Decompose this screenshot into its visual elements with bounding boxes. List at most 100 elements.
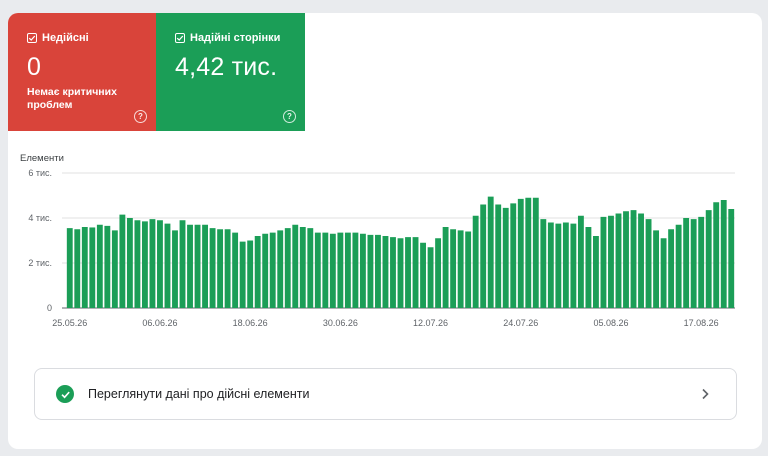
bar[interactable]: [202, 224, 208, 308]
invalid-tile[interactable]: Недійсні 0 Немає критичних проблем ?: [8, 13, 156, 131]
bar[interactable]: [96, 224, 103, 308]
bar[interactable]: [427, 247, 434, 308]
bar[interactable]: [705, 210, 712, 308]
help-icon[interactable]: ?: [134, 110, 147, 123]
bar[interactable]: [645, 219, 652, 308]
bar[interactable]: [593, 236, 599, 308]
bar[interactable]: [653, 230, 660, 308]
bar[interactable]: [179, 220, 186, 308]
bar[interactable]: [502, 207, 509, 308]
bar[interactable]: [683, 218, 690, 308]
bar[interactable]: [608, 215, 614, 308]
bar[interactable]: [239, 241, 246, 308]
bar[interactable]: [713, 202, 720, 308]
bar[interactable]: [630, 210, 637, 308]
bar[interactable]: [547, 222, 554, 309]
bar[interactable]: [457, 230, 464, 308]
bar[interactable]: [344, 232, 351, 308]
bar[interactable]: [487, 196, 494, 308]
bar[interactable]: [164, 223, 171, 308]
bar[interactable]: [668, 229, 675, 308]
bar[interactable]: [450, 229, 457, 308]
bar[interactable]: [623, 211, 629, 308]
bar[interactable]: [74, 229, 81, 308]
bar[interactable]: [359, 233, 366, 308]
bar[interactable]: [728, 209, 735, 308]
bar[interactable]: [525, 197, 532, 308]
bar[interactable]: [660, 238, 667, 308]
bar[interactable]: [307, 228, 314, 308]
bar[interactable]: [690, 219, 697, 308]
bar[interactable]: [472, 215, 479, 308]
bar[interactable]: [510, 203, 517, 308]
bar[interactable]: [352, 232, 359, 308]
bar[interactable]: [277, 230, 284, 308]
bar[interactable]: [435, 238, 442, 308]
bar[interactable]: [495, 204, 502, 309]
bar[interactable]: [570, 223, 577, 308]
bar[interactable]: [126, 218, 133, 308]
bar[interactable]: [517, 198, 524, 308]
bar[interactable]: [66, 228, 73, 308]
bar[interactable]: [600, 216, 607, 308]
bar[interactable]: [555, 223, 562, 308]
bar[interactable]: [420, 242, 426, 308]
bar[interactable]: [141, 221, 148, 308]
bar[interactable]: [480, 204, 487, 309]
bar[interactable]: [638, 213, 644, 309]
bar[interactable]: [585, 227, 592, 308]
bar[interactable]: [532, 197, 539, 308]
bar[interactable]: [337, 232, 344, 308]
bar[interactable]: [194, 224, 201, 308]
help-icon[interactable]: ?: [283, 110, 296, 123]
bar[interactable]: [247, 240, 254, 309]
check-circle-icon: [56, 385, 74, 403]
bar[interactable]: [269, 232, 276, 308]
bar[interactable]: [367, 234, 374, 308]
bar[interactable]: [562, 222, 569, 309]
bar[interactable]: [254, 236, 261, 308]
bar[interactable]: [405, 237, 411, 308]
bar[interactable]: [104, 225, 111, 308]
bar[interactable]: [89, 227, 96, 308]
view-valid-items-button[interactable]: Переглянути дані про дійсні елементи: [34, 368, 737, 420]
bar[interactable]: [149, 219, 156, 308]
bar[interactable]: [284, 228, 291, 308]
bar[interactable]: [390, 237, 396, 308]
valid-checkbox-icon[interactable]: [175, 33, 185, 43]
bar[interactable]: [698, 216, 705, 308]
bar[interactable]: [119, 214, 126, 308]
bar[interactable]: [187, 224, 193, 308]
bar[interactable]: [209, 228, 216, 308]
x-tick-label: 25.05.26: [52, 318, 87, 328]
valid-tile-header[interactable]: Надійні сторінки: [175, 32, 280, 44]
bar[interactable]: [465, 231, 472, 309]
bar[interactable]: [157, 220, 163, 308]
bar[interactable]: [299, 227, 306, 308]
invalid-tile-header[interactable]: Недійсні: [27, 32, 89, 44]
bar[interactable]: [442, 227, 449, 308]
bar[interactable]: [577, 215, 584, 308]
bar[interactable]: [134, 220, 141, 308]
bar[interactable]: [262, 233, 269, 308]
bar[interactable]: [329, 233, 336, 308]
bar[interactable]: [720, 200, 727, 308]
bar[interactable]: [615, 213, 622, 309]
bar[interactable]: [217, 229, 224, 308]
bar[interactable]: [232, 232, 239, 308]
bar[interactable]: [314, 232, 321, 308]
bar[interactable]: [111, 230, 118, 308]
invalid-checkbox-icon[interactable]: [27, 33, 37, 43]
valid-tile[interactable]: Надійні сторінки 4,42 тис. ?: [156, 13, 305, 131]
bar[interactable]: [675, 224, 682, 308]
bar[interactable]: [172, 230, 178, 308]
bar[interactable]: [412, 237, 419, 308]
bar[interactable]: [382, 236, 389, 308]
bar[interactable]: [375, 234, 381, 308]
bar[interactable]: [81, 227, 88, 308]
bar[interactable]: [397, 238, 404, 308]
bar[interactable]: [540, 219, 547, 308]
bar[interactable]: [322, 232, 329, 308]
bar[interactable]: [292, 224, 299, 308]
bar[interactable]: [224, 229, 231, 308]
